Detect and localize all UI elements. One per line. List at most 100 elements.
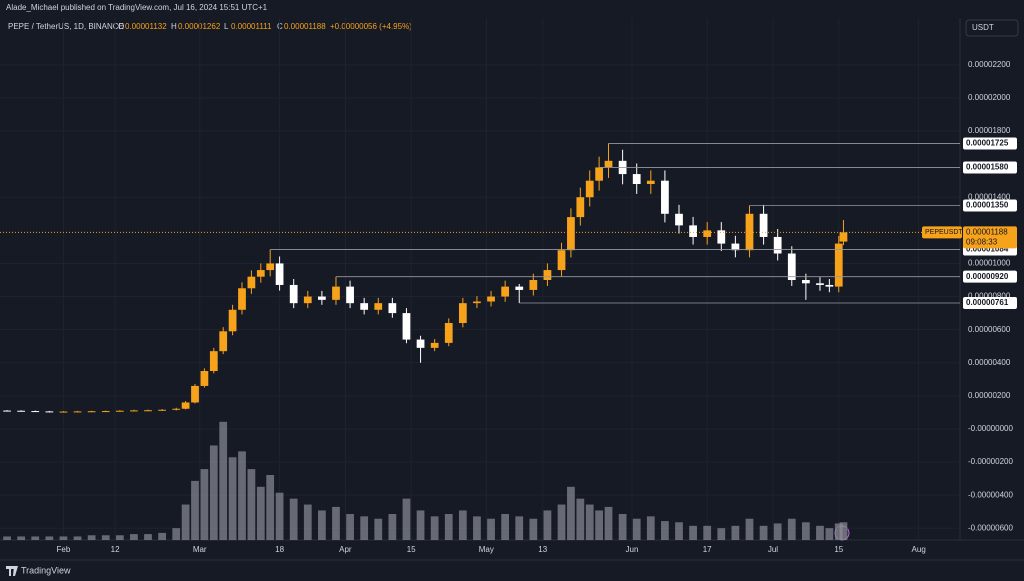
candle-body	[388, 303, 397, 314]
volume-bar	[816, 525, 824, 540]
candle-body	[745, 213, 754, 251]
candle-body	[632, 174, 641, 185]
symbol-box	[922, 226, 962, 239]
volume-bar	[303, 504, 312, 540]
ohlc-value: 0.00001188	[284, 22, 326, 31]
volume-bar	[275, 492, 284, 540]
candle-body	[717, 230, 726, 244]
candle-body	[402, 313, 411, 340]
volume-bar	[289, 498, 298, 540]
volume-bar	[717, 528, 726, 540]
change: +0.00000056 (+4.95%)	[330, 22, 412, 31]
volume-bar	[703, 525, 712, 540]
candle-body	[646, 180, 655, 185]
x-tick-label: Feb	[57, 545, 71, 554]
volume-bar	[473, 516, 481, 540]
last-price-box	[963, 226, 1017, 249]
volume-bar	[346, 514, 354, 540]
x-tick-label: Aug	[912, 545, 926, 554]
currency-button[interactable]	[965, 19, 1019, 37]
ohlc-key: H	[171, 22, 177, 31]
candle-body	[773, 236, 782, 254]
volume-bar	[731, 525, 740, 540]
y-tick-label: 0.00002200	[968, 60, 1011, 69]
candle-body	[595, 167, 603, 181]
candle-body	[416, 339, 425, 348]
candle-body	[17, 410, 26, 412]
y-tick-label: 0.00001000	[968, 259, 1011, 268]
y-tick-label: 0.00002000	[968, 93, 1011, 102]
candle-body	[130, 410, 138, 412]
brand: TradingView	[21, 565, 71, 575]
level-label-box	[963, 270, 1017, 283]
ohlc-value: 0.00001111	[231, 22, 272, 31]
level-label-box	[963, 296, 1017, 309]
ohlc-key: L	[224, 22, 229, 31]
symbol: PEPE / TetherUS, 1D, BINANCE	[8, 22, 124, 31]
volume-bar	[801, 522, 810, 540]
y-tick-label: -0.00000600	[968, 523, 1013, 532]
volume-bar	[247, 469, 256, 540]
candle-body	[543, 270, 552, 280]
volume-bar	[567, 486, 575, 540]
candle-body	[45, 411, 54, 413]
candle-body	[31, 411, 40, 413]
level-label: 0.00001084	[966, 245, 1009, 254]
volume-bar	[130, 534, 138, 540]
candle-body	[501, 286, 510, 297]
volume-bar	[632, 518, 641, 540]
candle-body	[557, 250, 566, 271]
candle-body	[816, 283, 824, 285]
volume-bar	[618, 514, 627, 540]
candle-body	[87, 411, 96, 413]
currency[interactable]: USDT	[972, 23, 994, 32]
volume-bar	[181, 504, 190, 540]
volume-bar	[31, 536, 40, 540]
y-tick-label: 0.00000200	[968, 391, 1011, 400]
volume-bar	[73, 536, 82, 540]
candle-body	[238, 288, 246, 310]
candle-body	[430, 342, 439, 348]
volume-bar	[158, 532, 166, 540]
candle-body	[289, 284, 298, 304]
candle-body	[172, 408, 181, 410]
volume-bar	[595, 510, 603, 540]
y-tick-label: 0.00001800	[968, 126, 1011, 135]
volume-bar	[115, 535, 124, 540]
candle-body	[839, 232, 848, 242]
level-label-box	[963, 137, 1017, 150]
candle-body	[191, 385, 199, 403]
x-tick-label: 15	[407, 545, 416, 554]
candle-body	[346, 286, 354, 304]
candle-body	[73, 411, 82, 413]
volume-bar	[675, 522, 683, 540]
candle-body	[825, 284, 834, 287]
candle-body	[458, 303, 467, 324]
volume-bar	[318, 510, 326, 540]
level-label-box	[963, 161, 1017, 174]
y-tick-label: 0.00000600	[968, 325, 1011, 334]
volume-bar	[191, 480, 199, 540]
candle-body	[689, 225, 697, 237]
candle-body	[567, 217, 575, 251]
candle-body	[158, 409, 166, 411]
x-tick-label: 15	[834, 545, 843, 554]
volume-bar	[585, 504, 594, 540]
candle-body	[256, 270, 265, 277]
x-tick-label: 18	[275, 545, 284, 554]
volume-bar	[543, 510, 552, 540]
x-tick-label: 12	[111, 545, 120, 554]
candle-body	[515, 286, 524, 290]
volume-bar	[487, 518, 495, 540]
volume-bar	[557, 504, 566, 540]
volume-bar	[332, 506, 340, 540]
volume-bar	[101, 535, 110, 540]
volume-bar	[773, 523, 782, 540]
volume-bar	[87, 535, 96, 540]
candle-body	[266, 263, 275, 271]
candle-body	[661, 180, 669, 214]
volume-bar	[458, 510, 467, 540]
candle-body	[703, 230, 712, 237]
candle-body	[318, 296, 326, 300]
candle-body	[101, 411, 110, 413]
